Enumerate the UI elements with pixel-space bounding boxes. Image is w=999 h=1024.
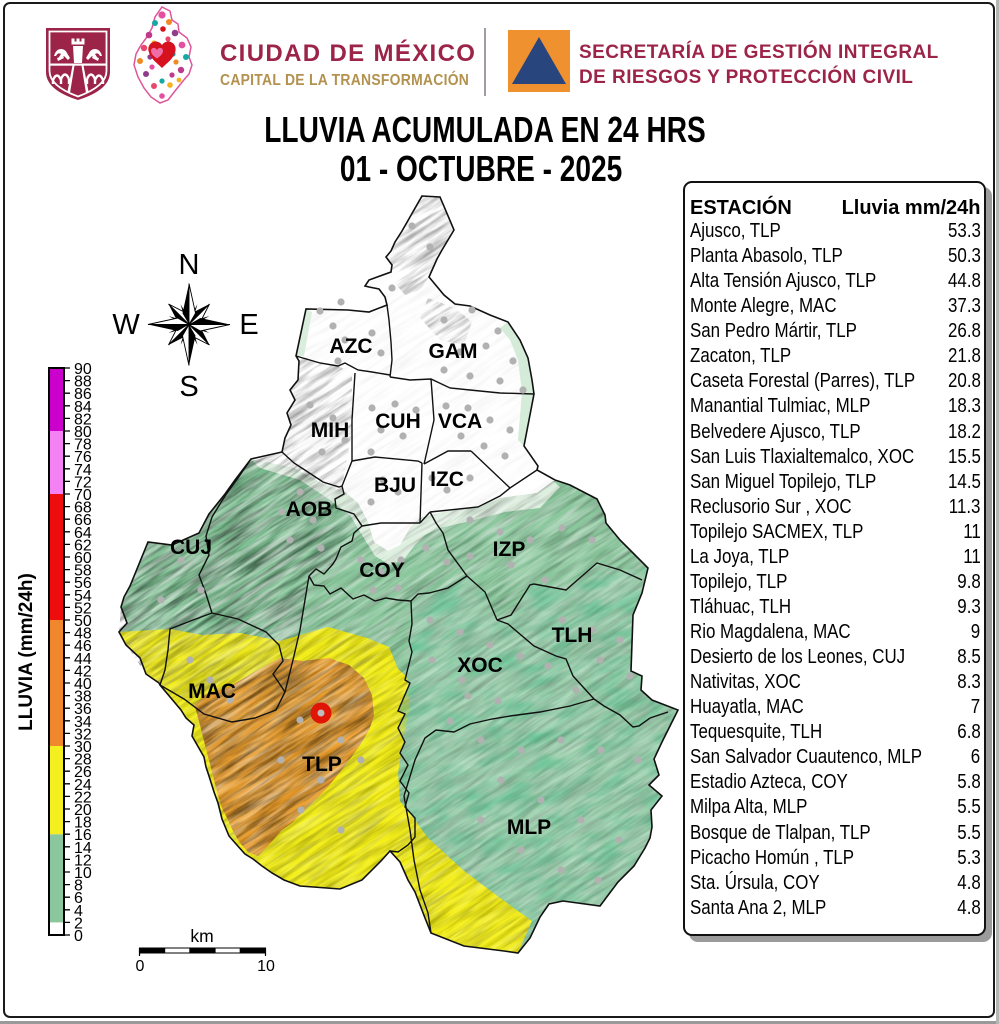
svg-text:2: 2 <box>74 915 83 932</box>
svg-text:10: 10 <box>74 865 92 882</box>
svg-text:90: 90 <box>74 361 92 378</box>
svg-text:40: 40 <box>74 676 92 693</box>
svg-text:86: 86 <box>74 386 92 403</box>
svg-text:16: 16 <box>74 827 92 844</box>
svg-text:56: 56 <box>74 575 92 592</box>
svg-text:54: 54 <box>74 588 92 605</box>
svg-text:38: 38 <box>74 689 92 706</box>
svg-text:XOC: XOC <box>457 654 503 677</box>
svg-text:IZP: IZP <box>493 538 526 561</box>
svg-text:VCA: VCA <box>438 410 482 433</box>
svg-text:44: 44 <box>74 651 92 668</box>
svg-text:32: 32 <box>74 726 92 743</box>
svg-text:62: 62 <box>74 537 92 554</box>
svg-text:km: km <box>190 926 213 946</box>
svg-text:52: 52 <box>74 600 92 617</box>
svg-text:E: E <box>239 309 258 341</box>
svg-text:LLUVIA (mm/24h): LLUVIA (mm/24h) <box>16 573 37 731</box>
svg-text:82: 82 <box>74 411 92 428</box>
svg-text:26: 26 <box>74 764 92 781</box>
svg-text:70: 70 <box>74 487 92 504</box>
svg-text:48: 48 <box>74 626 92 643</box>
svg-text:58: 58 <box>74 563 92 580</box>
svg-text:6: 6 <box>74 890 83 907</box>
svg-text:12: 12 <box>74 852 92 869</box>
svg-text:AOB: AOB <box>286 498 333 521</box>
svg-text:74: 74 <box>74 462 92 479</box>
svg-text:22: 22 <box>74 789 92 806</box>
svg-text:MAC: MAC <box>188 680 236 703</box>
svg-text:0: 0 <box>136 958 145 975</box>
svg-text:TLP: TLP <box>302 753 342 776</box>
svg-text:60: 60 <box>74 550 92 567</box>
svg-text:24: 24 <box>74 777 92 794</box>
svg-text:IZC: IZC <box>430 468 464 491</box>
svg-text:72: 72 <box>74 474 92 491</box>
svg-text:42: 42 <box>74 663 92 680</box>
svg-text:20: 20 <box>74 802 92 819</box>
svg-text:80: 80 <box>74 424 92 441</box>
svg-text:64: 64 <box>74 525 92 542</box>
svg-text:MIH: MIH <box>311 419 350 442</box>
svg-text:36: 36 <box>74 701 92 718</box>
svg-text:AZC: AZC <box>329 335 372 358</box>
svg-text:GAM: GAM <box>429 340 478 363</box>
svg-text:S: S <box>179 371 198 403</box>
svg-text:COY: COY <box>359 559 405 582</box>
svg-text:0: 0 <box>74 928 83 945</box>
svg-text:66: 66 <box>74 512 92 529</box>
svg-text:BJU: BJU <box>374 474 416 497</box>
svg-text:4: 4 <box>74 903 83 920</box>
svg-text:14: 14 <box>74 840 92 857</box>
svg-text:CUH: CUH <box>375 410 421 433</box>
svg-text:34: 34 <box>74 714 92 731</box>
svg-text:88: 88 <box>74 374 92 391</box>
svg-text:78: 78 <box>74 437 92 454</box>
svg-text:50: 50 <box>74 613 92 630</box>
svg-text:68: 68 <box>74 500 92 517</box>
svg-text:28: 28 <box>74 752 92 769</box>
svg-text:MLP: MLP <box>507 816 551 839</box>
svg-text:CUJ: CUJ <box>170 536 212 559</box>
svg-text:46: 46 <box>74 638 92 655</box>
svg-text:8: 8 <box>74 878 83 895</box>
svg-text:30: 30 <box>74 739 92 756</box>
svg-text:18: 18 <box>74 815 92 832</box>
svg-text:76: 76 <box>74 449 92 466</box>
svg-text:W: W <box>112 309 140 341</box>
svg-text:N: N <box>179 249 200 281</box>
svg-text:10: 10 <box>257 958 275 975</box>
svg-text:TLH: TLH <box>552 624 593 647</box>
svg-text:84: 84 <box>74 399 92 416</box>
